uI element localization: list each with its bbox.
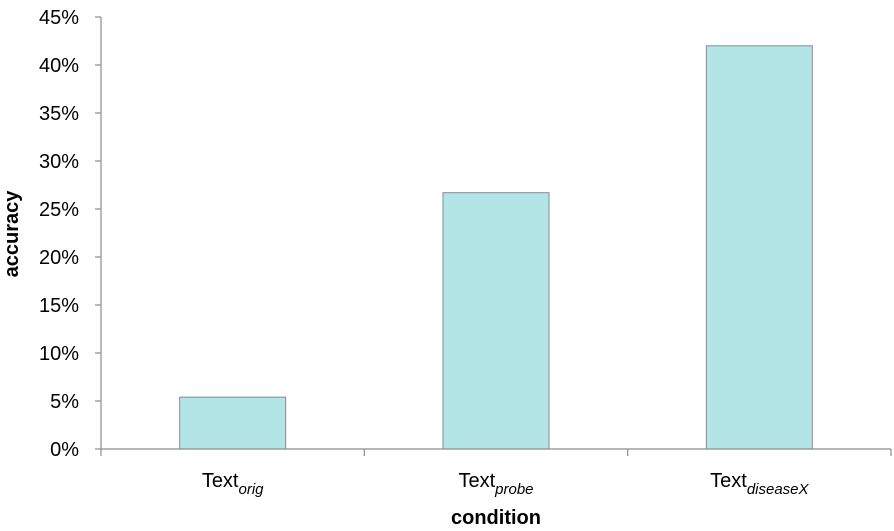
bar-probe: [442, 192, 550, 450]
x-tick-label: TextdiseaseX: [710, 470, 809, 498]
x-tick-label: Textorig: [202, 470, 264, 498]
y-tick-label: 15%: [39, 295, 79, 317]
y-tick-label: 35%: [39, 103, 79, 125]
bar-diseaseX: [705, 45, 813, 450]
bar-orig: [179, 396, 287, 450]
y-tick-label: 10%: [39, 343, 79, 365]
y-tick-label: 20%: [39, 247, 79, 269]
y-tick-label: 5%: [50, 391, 79, 413]
y-tick-label: 0%: [50, 439, 79, 461]
y-axis-title: accuracy: [1, 190, 23, 278]
y-tick-label: 30%: [39, 151, 79, 173]
y-tick-label: 45%: [39, 7, 79, 29]
bars: [179, 45, 813, 450]
x-axis-title: condition: [451, 507, 541, 529]
y-axis-ticks: 0% 5% 10% 15% 20% 25% 30% 35% 40% 45%: [39, 7, 101, 461]
x-axis-ticks: Textorig Textprobe TextdiseaseX: [100, 449, 892, 498]
y-tick-label: 40%: [39, 55, 79, 77]
y-tick-label: 25%: [39, 199, 79, 221]
x-tick-label: Textprobe: [458, 470, 533, 498]
